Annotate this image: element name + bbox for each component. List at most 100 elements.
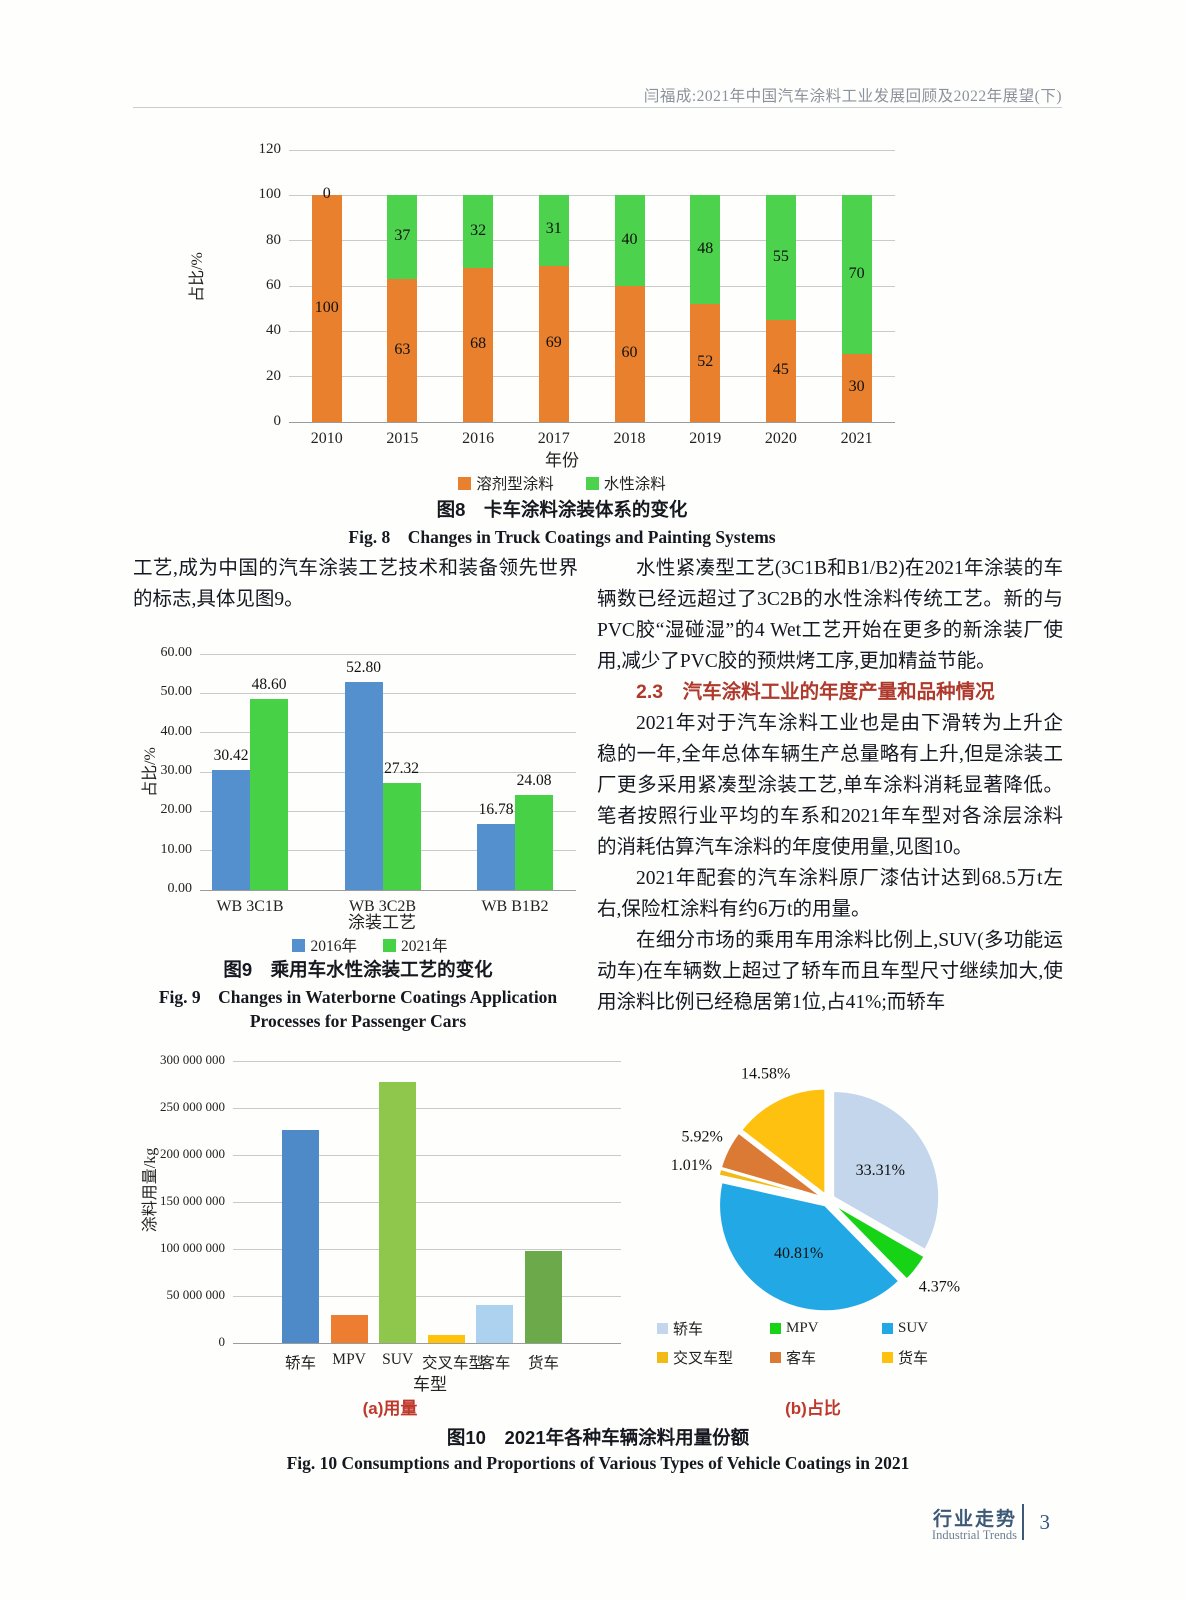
fig9-legend: 2016年 2021年 — [170, 934, 570, 956]
legend-item: 2016年 — [292, 934, 357, 956]
fig9-y-axis-title: 占比/% — [142, 747, 159, 797]
legend-swatch — [657, 1352, 668, 1363]
y-tick-label: 100 000 000 — [160, 1240, 225, 1255]
gridline — [233, 1342, 621, 1344]
bar — [344, 682, 383, 890]
gridline — [200, 889, 576, 891]
pie-slice — [718, 1180, 901, 1313]
pie-value-label: 5.92% — [682, 1128, 723, 1145]
x-tick-label: MPV — [332, 1351, 366, 1368]
bar-value-label: 68 — [470, 334, 487, 352]
legend-item: SUV — [882, 1318, 992, 1339]
bar-value-label: 40 — [621, 230, 638, 248]
y-tick-label: 20 — [266, 367, 281, 384]
bar — [476, 1305, 514, 1343]
bar-segment — [538, 195, 569, 266]
y-tick-label: 100 — [258, 186, 282, 203]
fig8-caption-en: Fig. 8 Changes in Truck Coatings and Pai… — [348, 527, 776, 547]
legend-item: 溶剂型涂料 — [458, 472, 554, 494]
bar — [477, 823, 515, 890]
pie-slice — [739, 1087, 827, 1197]
bar — [330, 1314, 368, 1343]
x-tick-label: WB B1B2 — [481, 898, 549, 915]
fig9-caption-en-line2: Processes for Passenger Cars — [249, 1011, 467, 1031]
bar-segment — [311, 195, 342, 422]
bar-segment — [765, 195, 796, 320]
bar-value-label: 37 — [394, 227, 411, 245]
bar-value-label: 70 — [848, 264, 865, 282]
y-tick-label: 0 — [218, 1334, 226, 1349]
gridline — [200, 850, 576, 852]
y-tick-label: 60 — [266, 277, 281, 293]
pie-slice — [719, 1131, 824, 1199]
gridline — [289, 285, 895, 287]
bar — [515, 795, 553, 890]
bar-value-label: 52 — [697, 353, 714, 371]
fig9-caption-zh: 图9 乘用车水性涂装工艺的变化 — [223, 959, 493, 980]
left-column: 工艺,成为中国的汽车涂装工艺技术和装备领先世界的标志,具体见图9。 — [133, 553, 578, 615]
legend-swatch — [383, 938, 396, 952]
section-heading-2-3: 2.3 汽车涂料工业的年度产量和品种情况 — [636, 681, 995, 703]
footer: 行业走势 Industrial Trends 3 — [850, 1502, 1062, 1552]
bar — [525, 1250, 562, 1343]
body-paragraph: 水性紧凑型工艺(3C1B和B1/B2)在2021年涂装的车辆数已经远超过了3C2… — [597, 558, 1063, 672]
header-divider — [133, 107, 1062, 108]
legend-label: 2021年 — [401, 938, 448, 955]
legend-swatch — [292, 938, 306, 952]
bar-segment — [463, 267, 494, 422]
pie-value-label: 33.31% — [856, 1162, 905, 1179]
bar-segment — [614, 195, 645, 286]
bar-segment — [387, 195, 418, 280]
pie-value-label: 4.37% — [919, 1278, 960, 1295]
page-number: 3 — [1039, 1510, 1051, 1534]
bar — [212, 770, 250, 890]
bar-segment — [614, 286, 645, 422]
legend-swatch — [770, 1323, 781, 1334]
x-tick-label: 2021 — [840, 430, 873, 447]
legend-label: 客车 — [786, 1351, 817, 1367]
fig9-x-axis-title: 涂装工艺 — [348, 913, 416, 932]
bar-value-label: 16.78 — [478, 800, 514, 818]
x-tick-label: 2016 — [462, 430, 495, 447]
footer-title-en: Industrial Trends — [931, 1528, 1017, 1542]
legend-swatch — [458, 476, 472, 490]
legend-item: 客车 — [770, 1347, 882, 1368]
gridline — [233, 1248, 621, 1250]
right-column: 水性紧凑型工艺(3C1B和B1/B2)在2021年涂装的车辆数已经远超过了3C2… — [597, 553, 1063, 1018]
fig10-caption-en: Fig. 10 Consumptions and Proportions of … — [286, 1453, 910, 1473]
legend-label: 轿车 — [673, 1322, 704, 1338]
bar-segment — [387, 279, 418, 422]
bar-segment — [463, 195, 494, 268]
bar — [382, 782, 421, 890]
legend-label: 货车 — [898, 1351, 929, 1367]
gridline — [289, 149, 895, 151]
y-tick-label: 200 000 000 — [160, 1146, 225, 1161]
y-tick-label: 10.00 — [160, 841, 193, 857]
legend-label: 水性涂料 — [603, 476, 666, 493]
gridline — [200, 653, 576, 655]
bar — [282, 1129, 319, 1343]
y-tick-label: 0 — [273, 413, 282, 429]
body-paragraph: 2021年对于汽车涂料工业也是由下滑转为上升企稳的一年,全年总体车辆生产总量略有… — [597, 713, 1063, 858]
legend-label: MPV — [786, 1320, 819, 1336]
legend-item: 水性涂料 — [585, 472, 666, 494]
x-tick-label: 轿车 — [284, 1355, 316, 1372]
bar — [379, 1081, 417, 1343]
legend-swatch — [770, 1352, 781, 1363]
fig8-caption-zh: 图8 卡车涂料涂装体系的变化 — [436, 499, 688, 520]
pie-slice — [832, 1089, 941, 1252]
bar-value-label: 31 — [545, 220, 562, 238]
bar-value-label: 48 — [697, 239, 714, 257]
bar-value-label: 60 — [621, 344, 638, 361]
pie-value-label: 1.01% — [671, 1157, 712, 1174]
fig8-x-axis-title: 年份 — [545, 451, 579, 470]
bar-value-label: 63 — [394, 340, 411, 358]
gridline — [233, 1060, 621, 1062]
bar-value-label: 55 — [772, 247, 789, 265]
fig10-caption-zh: 图10 2021年各种车辆涂料用量份额 — [446, 1427, 750, 1448]
x-tick-label: SUV — [382, 1351, 414, 1368]
bar-value-label: 32 — [470, 221, 487, 239]
pie-slice — [717, 1167, 823, 1200]
x-tick-label: 2020 — [764, 430, 797, 447]
legend-item: MPV — [770, 1318, 882, 1339]
